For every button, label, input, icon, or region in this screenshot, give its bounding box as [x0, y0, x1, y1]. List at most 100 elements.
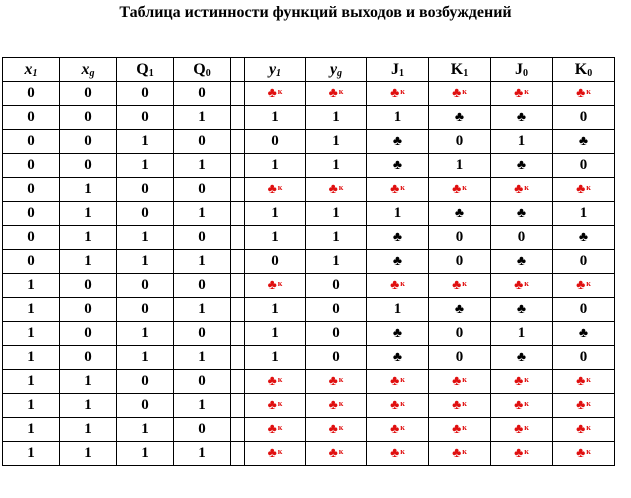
- separator-cell: [230, 441, 245, 466]
- value-cell: 0: [552, 345, 615, 370]
- k-mark: к: [524, 375, 529, 384]
- any-value-cell: ♣: [552, 321, 615, 346]
- dont-care-cell: ♣к: [305, 441, 367, 466]
- club-icon: ♣: [576, 278, 586, 293]
- dont-care-cell: ♣к: [490, 81, 553, 106]
- any-value-cell: ♣: [490, 345, 553, 370]
- value-cell: 0: [173, 177, 231, 202]
- column-header-label: J: [391, 60, 399, 78]
- club-icon: ♣: [576, 422, 586, 437]
- value-cell: 0: [490, 225, 553, 250]
- value-cell: 1: [2, 393, 60, 418]
- dont-care-cell: ♣к: [305, 393, 367, 418]
- club-icon: ♣: [267, 86, 277, 101]
- separator-cell: [230, 129, 245, 154]
- column-header-subscript: g: [337, 67, 343, 79]
- dont-care-cell: ♣к: [428, 177, 491, 202]
- value-cell: 0: [2, 225, 60, 250]
- value-cell: 0: [116, 105, 174, 130]
- dont-care-cell: ♣к: [244, 393, 306, 418]
- k-mark: к: [277, 447, 283, 456]
- value-cell: 0: [173, 81, 231, 106]
- table-title: Таблица истинности функций выходов и воз…: [119, 4, 512, 21]
- separator-cell: [230, 297, 245, 322]
- club-icon: ♣: [516, 110, 527, 125]
- separator-cell: [230, 273, 245, 298]
- k-mark: к: [586, 423, 591, 432]
- dont-care-cell: ♣к: [428, 441, 491, 466]
- column-header: y1: [244, 57, 306, 82]
- k-mark: к: [338, 447, 344, 456]
- column-header-label: K: [574, 60, 588, 78]
- club-icon: ♣: [267, 446, 277, 461]
- value-cell: 0: [173, 273, 231, 298]
- club-icon: ♣: [390, 446, 400, 461]
- club-icon: ♣: [328, 398, 338, 413]
- any-value-cell: ♣: [366, 153, 429, 178]
- club-icon: ♣: [267, 422, 277, 437]
- value-cell: 0: [116, 273, 174, 298]
- k-mark: к: [277, 399, 283, 408]
- value-cell: 0: [116, 177, 174, 202]
- dont-care-cell: ♣к: [244, 441, 306, 466]
- value-cell: 1: [59, 369, 117, 394]
- column-header-label: x: [81, 60, 90, 78]
- value-cell: 0: [59, 105, 117, 130]
- dont-care-cell: ♣к: [552, 177, 615, 202]
- value-cell: 0: [116, 297, 174, 322]
- value-cell: 0: [428, 249, 491, 274]
- value-cell: 0: [552, 153, 615, 178]
- dont-care-cell: ♣к: [552, 393, 615, 418]
- value-cell: 0: [2, 105, 60, 130]
- club-icon: ♣: [516, 302, 527, 317]
- column-header: Q1: [116, 57, 174, 82]
- value-cell: 0: [59, 321, 117, 346]
- value-cell: 1: [173, 105, 231, 130]
- column-header-label: y: [268, 60, 277, 78]
- value-cell: 1: [59, 393, 117, 418]
- value-cell: 1: [366, 297, 429, 322]
- club-icon: ♣: [452, 398, 462, 413]
- k-mark: к: [400, 375, 405, 384]
- club-icon: ♣: [390, 422, 400, 437]
- dont-care-cell: ♣к: [366, 441, 429, 466]
- k-mark: к: [524, 399, 529, 408]
- dont-care-cell: ♣к: [366, 417, 429, 442]
- column-header-subscript: g: [89, 67, 95, 79]
- value-cell: 1: [173, 249, 231, 274]
- dont-care-cell: ♣к: [428, 369, 491, 394]
- value-cell: 0: [552, 105, 615, 130]
- value-cell: 0: [59, 297, 117, 322]
- value-cell: 1: [305, 201, 367, 226]
- k-mark: к: [462, 423, 467, 432]
- any-value-cell: ♣: [490, 153, 553, 178]
- k-mark: к: [338, 399, 344, 408]
- club-icon: ♣: [390, 374, 400, 389]
- value-cell: 0: [173, 369, 231, 394]
- value-cell: 1: [244, 321, 306, 346]
- table-row: 1 0 1 0 1 0 ♣ 0 1 ♣: [2, 321, 615, 346]
- column-header: xg: [59, 57, 117, 82]
- separator-cell: [230, 153, 245, 178]
- k-mark: к: [400, 87, 405, 96]
- value-cell: 0: [244, 249, 306, 274]
- any-value-cell: ♣: [428, 297, 491, 322]
- dont-care-cell: ♣к: [428, 81, 491, 106]
- value-cell: 1: [173, 393, 231, 418]
- club-icon: ♣: [328, 182, 338, 197]
- dont-care-cell: ♣к: [490, 177, 553, 202]
- dont-care-cell: ♣к: [490, 393, 553, 418]
- any-value-cell: ♣: [490, 249, 553, 274]
- column-header: J1: [366, 57, 429, 82]
- column-header-subscript: 1: [276, 67, 282, 79]
- value-cell: 1: [59, 225, 117, 250]
- club-icon: ♣: [390, 398, 400, 413]
- value-cell: 1: [552, 201, 615, 226]
- value-cell: 1: [2, 297, 60, 322]
- separator-cell: [230, 249, 245, 274]
- value-cell: 0: [428, 129, 491, 154]
- dont-care-cell: ♣к: [490, 417, 553, 442]
- value-cell: 0: [116, 81, 174, 106]
- dont-care-cell: ♣к: [305, 417, 367, 442]
- club-icon: ♣: [328, 86, 338, 101]
